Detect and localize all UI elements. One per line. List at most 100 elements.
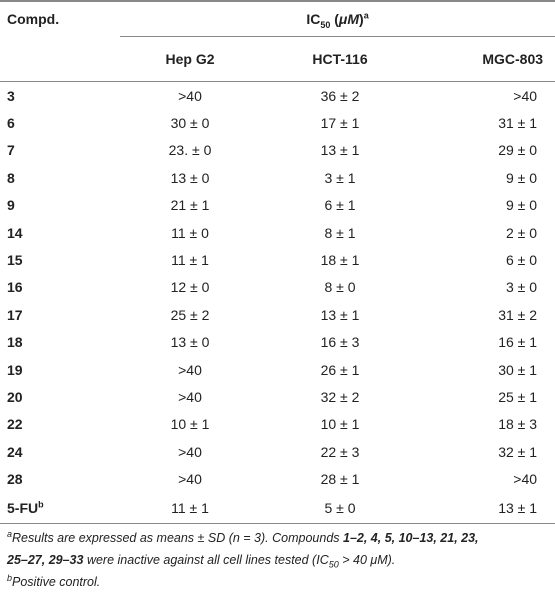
- value-cell: 32 ± 2: [320, 388, 360, 405]
- value-cell: 22 ± 3: [320, 443, 360, 460]
- compd-cell: 20: [0, 383, 120, 410]
- compd-cell: 3: [0, 82, 120, 110]
- value-cell: 31 ± 2: [498, 306, 538, 323]
- value-cell: 16 ± 3: [320, 334, 360, 351]
- value-cell: 9 ± 0: [505, 169, 538, 186]
- compd-cell: 5-FUb: [0, 492, 120, 524]
- header-text: (: [330, 11, 339, 27]
- compd-cell: 17: [0, 301, 120, 328]
- compd-cell: 7: [0, 137, 120, 164]
- value-cell: >40: [178, 388, 202, 405]
- compd: 7: [7, 142, 15, 159]
- table-row: 19 >40 26 ± 1 30 ± 1: [0, 356, 555, 383]
- footnote-text: Results are expressed as means ± SD (: [12, 530, 233, 545]
- compd: 19: [7, 361, 23, 378]
- column-header: HCT-116: [260, 36, 420, 82]
- value-cell: 23. ± 0: [168, 142, 212, 159]
- header-text: IC: [306, 11, 321, 27]
- column-header: Hep G2: [120, 36, 260, 82]
- value-cell: 8 ± 1: [324, 224, 356, 241]
- value-cell: 10 ± 1: [320, 416, 360, 433]
- compd: 17: [7, 306, 23, 323]
- header-sub: 50: [320, 19, 331, 30]
- footnote-text: n: [232, 530, 240, 545]
- compd-cell: 18: [0, 329, 120, 356]
- column-header: MGC-803: [420, 36, 555, 82]
- compd-cell: 19: [0, 356, 120, 383]
- table-row: 15 11 ± 1 18 ± 1 6 ± 0: [0, 246, 555, 273]
- value-cell: 36 ± 2: [320, 87, 360, 104]
- value-cell: 13 ± 0: [170, 169, 210, 186]
- value-cell: 12 ± 0: [170, 279, 210, 296]
- value-cell: 13 ± 1: [320, 142, 360, 159]
- compd: 22: [7, 416, 23, 433]
- value-cell: 2 ± 0: [505, 224, 538, 241]
- value-cell: 30 ± 1: [498, 361, 538, 378]
- table-row: 18 13 ± 0 16 ± 3 16 ± 1: [0, 329, 555, 356]
- header-text: ): [359, 11, 364, 27]
- value-cell: 3 ± 0: [505, 279, 538, 296]
- table-row: 3 >40 36 ± 2 >40: [0, 82, 555, 110]
- footnote-text: were inactive against all cell lines tes…: [83, 552, 329, 567]
- value-cell: 18 ± 3: [498, 416, 538, 433]
- value-cell: 6 ± 1: [324, 197, 356, 214]
- value-cell: 16 ± 1: [498, 334, 538, 351]
- value-cell: 26 ± 1: [320, 361, 360, 378]
- footnote-mark: b: [7, 572, 13, 583]
- table-row: 8 13 ± 0 3 ± 1 9 ± 0: [0, 164, 555, 191]
- compd-note: b: [38, 499, 44, 510]
- compd: 5-FU: [7, 499, 39, 516]
- compd: 3: [7, 87, 15, 104]
- compd: 18: [7, 334, 23, 351]
- compd: 8: [7, 169, 15, 186]
- footnotes: aResults are expressed as means ± SD (n …: [0, 527, 555, 593]
- footnote-bold: 25–27, 29–33: [7, 552, 84, 567]
- compd-cell: 22: [0, 411, 120, 438]
- footnote-text: > 40 μM).: [338, 552, 396, 567]
- compd-cell: 28: [0, 465, 120, 492]
- table-row: 24 >40 22 ± 3 32 ± 1: [0, 438, 555, 465]
- value-cell: 17 ± 1: [320, 115, 360, 132]
- value-cell: >40: [513, 87, 538, 104]
- header-compd: Compd.: [7, 11, 60, 28]
- compd-cell: 16: [0, 274, 120, 301]
- header-ic50: IC50 (μM)a: [120, 1, 555, 37]
- compd-cell: 6: [0, 109, 120, 136]
- value-cell: 25 ± 2: [170, 306, 210, 323]
- value-cell: 11 ± 1: [120, 492, 260, 524]
- compd-cell: 9: [0, 192, 120, 219]
- value-cell: 18 ± 1: [320, 252, 360, 269]
- value-cell: 21 ± 1: [170, 197, 210, 214]
- compd: 28: [7, 471, 23, 488]
- compd: 14: [7, 224, 23, 241]
- table-row: 22 10 ± 1 10 ± 1 18 ± 3: [0, 411, 555, 438]
- value-cell: 13 ± 1: [320, 306, 360, 323]
- value-cell: 6 ± 0: [505, 252, 538, 269]
- value-cell: >40: [178, 361, 202, 378]
- table-row: 17 25 ± 2 13 ± 1 31 ± 2: [0, 301, 555, 328]
- value-cell: 31 ± 1: [498, 115, 538, 132]
- compd-cell: 8: [0, 164, 120, 191]
- table-row: 28 >40 28 ± 1 >40: [0, 465, 555, 492]
- compd-cell: 14: [0, 219, 120, 246]
- value-cell: 5 ± 0: [260, 492, 420, 524]
- compd: 24: [7, 443, 23, 460]
- footnote: aResults are expressed as means ± SD (n …: [7, 527, 555, 571]
- table-row: 16 12 ± 0 8 ± 0 3 ± 0: [0, 274, 555, 301]
- value-cell: 29 ± 0: [498, 142, 538, 159]
- value-cell: >40: [178, 471, 202, 488]
- compd: 15: [7, 252, 23, 269]
- value-cell: 25 ± 1: [498, 388, 538, 405]
- table-body: 3 >40 36 ± 2 >40 6 30 ± 0 17 ± 1 31 ± 1 7 23. ± 0…: [0, 82, 555, 524]
- footnote-text: = 3). Compounds: [239, 530, 343, 545]
- value-cell: >40: [178, 87, 202, 104]
- compd: 6: [7, 115, 15, 132]
- value-cell: 8 ± 0: [324, 279, 356, 296]
- table-row: 7 23. ± 0 13 ± 1 29 ± 0: [0, 137, 555, 164]
- footnote-bold: 1–2, 4, 5, 10–13, 21, 23,: [343, 530, 479, 545]
- value-cell: 13 ± 0: [170, 334, 210, 351]
- value-cell: >40: [513, 471, 538, 488]
- value-cell: 30 ± 0: [170, 115, 210, 132]
- value-cell: 11 ± 1: [171, 252, 209, 269]
